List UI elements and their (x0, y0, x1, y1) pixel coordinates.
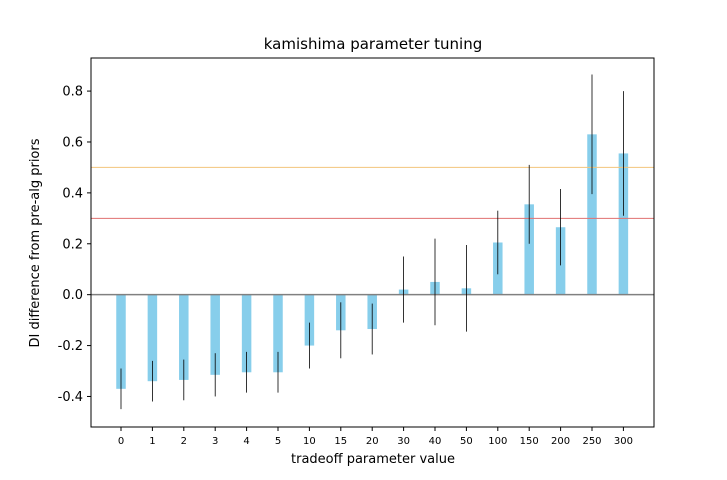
x-tick-label: 4 (243, 436, 249, 447)
plot-frame (90, 57, 655, 428)
bar-10 (304, 294, 315, 346)
x-tick-label: 200 (551, 436, 570, 447)
y-tick-label: -0.4 (58, 390, 83, 405)
x-tick-label: 100 (488, 436, 507, 447)
x-tick-label: 300 (614, 436, 633, 447)
y-tick-label: 0.4 (62, 186, 83, 201)
bar-1 (147, 294, 158, 382)
x-tick-label: 0 (118, 436, 124, 447)
x-tick-label: 2 (181, 436, 187, 447)
x-tick-label: 40 (429, 436, 442, 447)
bar-250 (587, 134, 597, 295)
x-tick-label: 50 (460, 436, 473, 447)
y-tick-label: 0.8 (62, 85, 83, 100)
x-tick-label: 30 (397, 436, 410, 447)
x-axis-label: tradeoff parameter value (291, 452, 455, 467)
x-tick-label: 15 (334, 436, 347, 447)
x-tick-label: 3 (212, 436, 218, 447)
y-tick-label: 0.6 (62, 135, 83, 150)
bar-300 (618, 153, 629, 295)
y-tick-label: -0.2 (58, 339, 83, 354)
x-tick-label: 20 (366, 436, 379, 447)
bar-4 (241, 294, 252, 373)
plot-area: -0.4 -0.2 0.0 0.2 0.4 0.6 0.8 0 1 2 3 4 5 10 15 20 30 40 5… (58, 57, 655, 447)
x-tick-label: 1 (149, 436, 155, 447)
bar-2 (179, 294, 189, 380)
bar-150 (524, 204, 534, 295)
y-tick-label: 0.0 (62, 288, 83, 303)
x-tick-label: 5 (275, 436, 281, 447)
x-tick-label: 150 (520, 436, 539, 447)
chart-title: kamishima parameter tuning (264, 35, 483, 53)
x-tick-label: 10 (303, 436, 316, 447)
y-axis-label: DI difference from pre-alg priors (28, 138, 43, 347)
bar-3 (210, 294, 220, 375)
bar-5 (273, 294, 283, 373)
x-tick-label: 250 (582, 436, 601, 447)
y-tick-label: 0.2 (62, 237, 83, 252)
bar-0 (116, 294, 126, 389)
